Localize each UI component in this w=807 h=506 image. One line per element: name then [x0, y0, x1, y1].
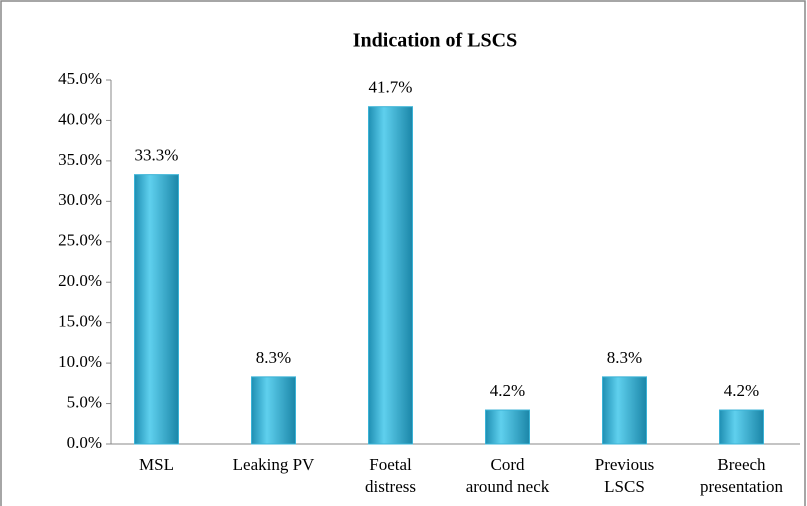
- value-label: 4.2%: [724, 381, 759, 400]
- x-tick-label: Previous LSCS: [595, 455, 655, 496]
- value-label: 8.3%: [256, 348, 291, 367]
- x-tick-label: MSL: [139, 455, 174, 474]
- value-label: 41.7%: [369, 78, 413, 97]
- y-tick-label: 45.0%: [58, 69, 102, 88]
- y-tick-label: 35.0%: [58, 150, 102, 169]
- bar: [485, 409, 530, 445]
- x-tick-label: Cord around neck: [466, 455, 550, 496]
- chart-title: Indication of LSCS: [353, 30, 518, 52]
- y-tick-label: 40.0%: [58, 109, 102, 128]
- y-tick-label: 0.0%: [67, 433, 102, 452]
- x-tick-label: Foetal distress: [365, 455, 416, 496]
- bar: [251, 376, 296, 445]
- y-tick-label: 5.0%: [67, 392, 102, 411]
- bar: [368, 106, 413, 445]
- value-label: 33.3%: [135, 146, 179, 165]
- y-tick-label: 30.0%: [58, 190, 102, 209]
- bar: [602, 376, 647, 445]
- bar: [719, 409, 764, 445]
- bar: [134, 174, 179, 445]
- value-label: 8.3%: [607, 348, 642, 367]
- x-tick-label: Leaking PV: [233, 455, 315, 474]
- y-tick-label: 10.0%: [58, 352, 102, 371]
- y-tick-label: 20.0%: [58, 271, 102, 290]
- x-tick-label: Breech presentation: [700, 455, 784, 496]
- y-tick-label: 25.0%: [58, 231, 102, 250]
- y-tick-label: 15.0%: [58, 312, 102, 331]
- value-label: 4.2%: [490, 381, 525, 400]
